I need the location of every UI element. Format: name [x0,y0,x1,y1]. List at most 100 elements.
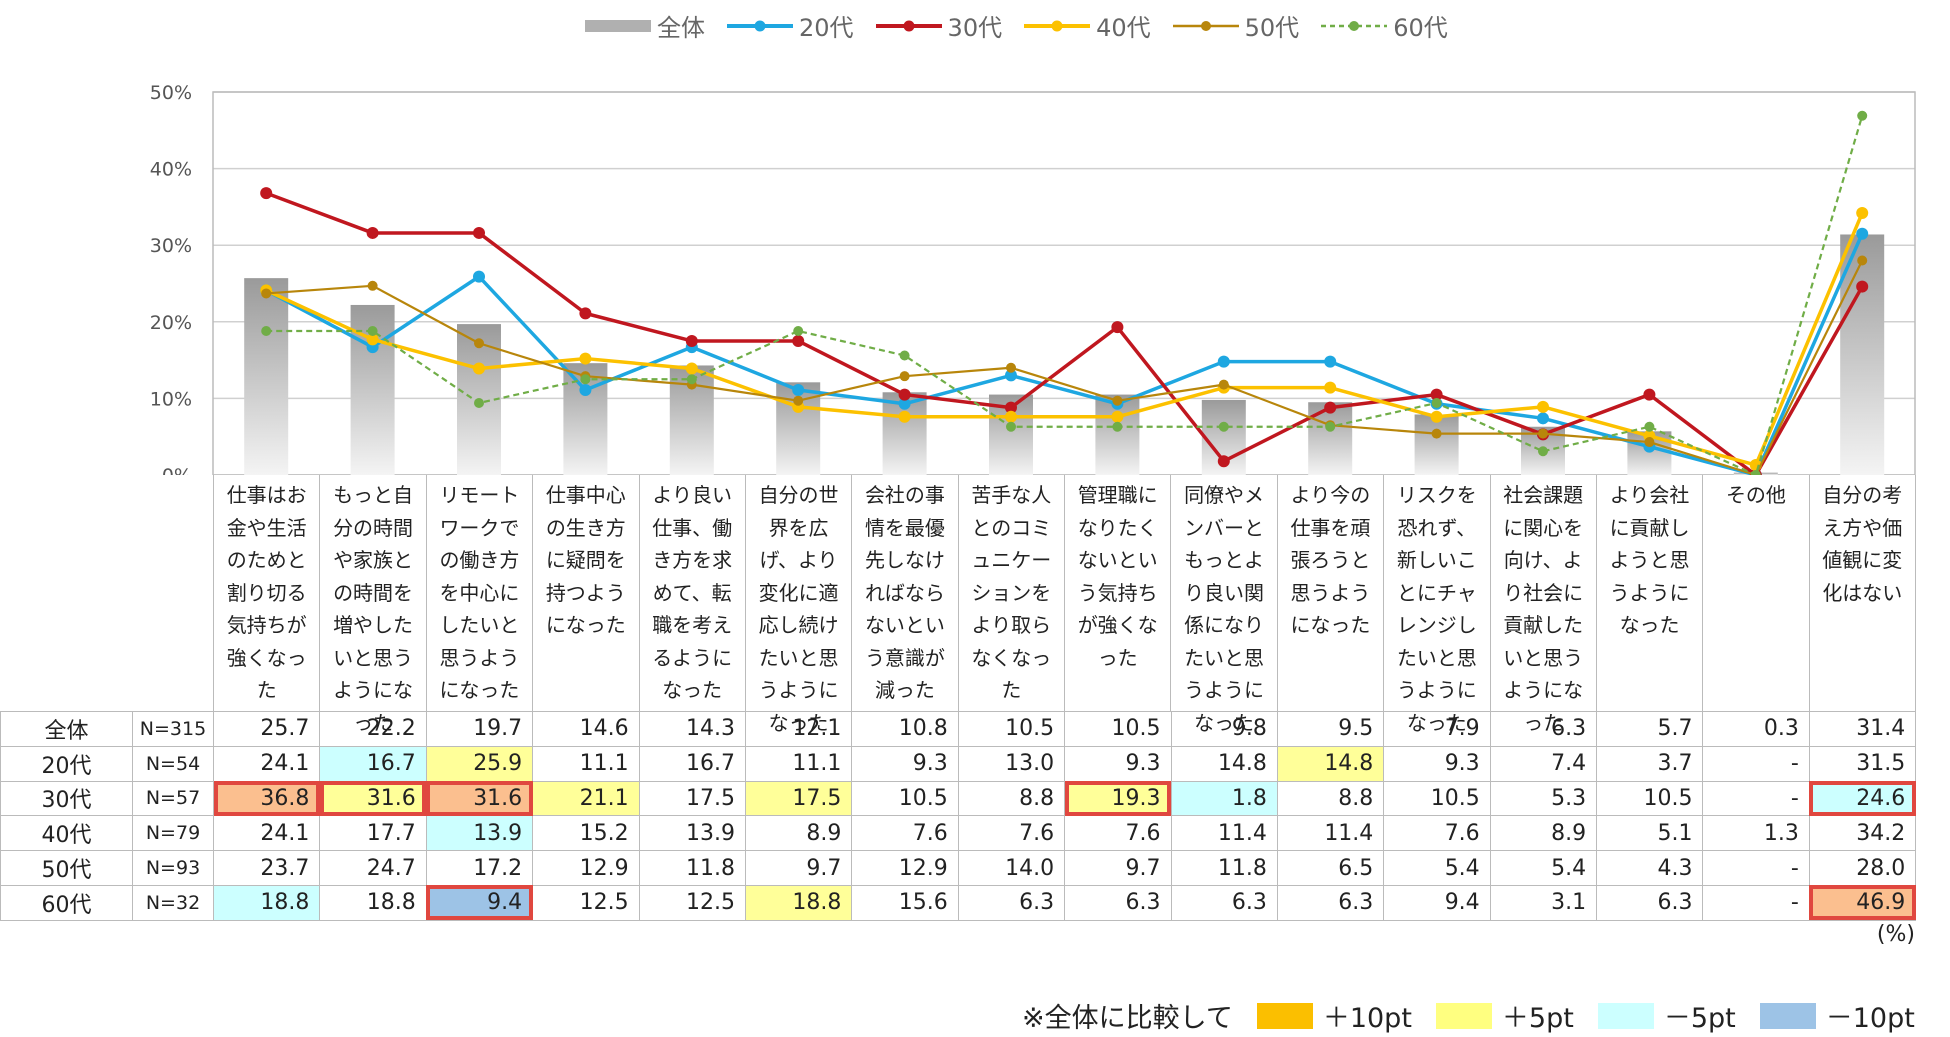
key-plus5: ＋5pt [1501,1003,1574,1034]
legend-label: 50代 [1244,14,1300,42]
legend-label: 30代 [947,14,1003,42]
table-cell: 24.1 [212,815,321,852]
point-40s [473,362,485,375]
y-tick-label: 30% [150,235,192,257]
table-cell: 14.3 [638,711,746,747]
legend-label: 60代 [1393,14,1448,42]
table-cell: 11.8 [638,850,746,886]
row-sample-size: N=32 [132,884,214,921]
bar-overall [1840,234,1885,475]
category-label: 同僚やメンバーともっとより良い関係になりたいと思うようになった [1171,475,1278,735]
table-cell: 0.3 [1702,711,1810,747]
point-60s [1857,110,1868,121]
legend-item-20s: 20代 [727,8,854,43]
point-60s [474,397,484,408]
point-40s [1005,410,1017,423]
point-20s [1537,412,1549,425]
category-label: もっと自分の時間や家族との時間を増やしたいと思うようになった [320,475,427,735]
point-20s [1324,355,1337,368]
point-60s [1006,421,1016,432]
table-cell: 31.5 [1808,745,1917,782]
point-20s [792,383,805,396]
category-labels: 仕事はお金や生活のためと割り切る気持ちが強くなった もっと自分の時間や家族との時間… [213,475,1916,735]
series-30s [260,187,1869,475]
point-20s [579,383,592,396]
table-cell: 10.8 [851,711,959,747]
point-50s [1218,379,1229,390]
table-cell: 9.5 [1276,711,1385,747]
point-20s [898,397,911,410]
point-50s [1006,362,1016,373]
table-cell: 10.5 [1383,780,1491,817]
table-cell: 12.9 [851,850,959,886]
table-cell: 36.8 [212,780,321,817]
table-cell: 8.8 [957,780,1066,817]
category-label: その他 [1703,475,1810,711]
table-cell: 14.6 [532,711,640,747]
point-50s [367,280,378,291]
legend-item-30s: 30代 [875,8,1003,43]
table-cell: 19.3 [1064,780,1172,817]
row-group-label: 40代 [0,815,133,852]
bar-overall [1414,414,1459,475]
table-cell: 18.8 [744,884,853,921]
table-cell: 7.6 [957,815,1066,852]
table-cell: 7.4 [1489,745,1598,782]
point-60s [261,325,272,336]
point-60s [1431,397,1442,408]
category-label: 自分の世界を広げ、より変化に適応し続けたいと思うようになった [746,475,853,735]
row-sample-size: N=315 [132,711,214,747]
y-axis-ticks: 0% 10% 20% 30% 40% 50% [150,82,192,475]
point-60s [367,325,378,336]
point-60s [1538,446,1548,457]
unit-label: (%) [1876,922,1915,947]
series-20s [260,227,1869,475]
legend-item-60s: 60代 [1321,8,1448,43]
point-20s [473,270,485,283]
table-cell: 9.4 [1383,884,1491,921]
category-label: リスクを恐れず、新しいことにチャレンジしたいと思うようになった [1384,475,1491,735]
point-30s [579,307,592,320]
table-cell: 7.9 [1383,711,1491,747]
line-20s [265,233,1864,475]
line-60s [266,115,1864,475]
table-row: 50代 N=93 23.7 24.7 17.2 12.9 11.8 9.7 12.9 14.0 9.… [0,850,1917,886]
table-cell: 6.3 [957,884,1066,921]
point-60s [580,374,591,385]
table-cell: 11.4 [1170,815,1278,852]
table-cell: 12.5 [638,884,746,921]
table-cell: 11.1 [532,745,640,782]
point-40s [1430,410,1443,423]
table-cell: 13.9 [425,815,534,852]
point-20s [1005,369,1017,382]
point-30s [792,334,805,347]
point-50s [474,338,484,349]
highlight-key-prefix: ※全体に比較して [1022,1003,1233,1034]
table-cell: 11.4 [1276,815,1385,852]
table-cell: 14.0 [957,850,1066,886]
point-40s [1856,207,1869,220]
table-cell: 10.5 [851,780,959,817]
highlight-key: ※全体に比較して ＋10pt ＋5pt －5pt －10pt [1022,996,1915,1035]
swatch-plus5 [1435,1002,1492,1029]
legend-label: 40代 [1096,14,1151,42]
table-cell: 9.8 [1170,711,1278,747]
category-label: より良い仕事、働き方を求めて、転職を考えるようになった [640,475,746,711]
point-60s [1644,421,1655,432]
table-cell: 7.6 [1383,815,1491,852]
category-label: より今の仕事を頑張ろうと思うようになった [1278,475,1385,711]
legend-item-50s: 50代 [1172,8,1300,43]
point-40s [1111,410,1124,423]
point-30s [1856,280,1869,293]
table-cell: - [1702,780,1810,817]
table-cell: 1.3 [1702,815,1810,852]
table-cell: 15.2 [532,815,640,852]
point-50s [261,288,272,299]
point-50s [899,371,910,382]
series-60s [261,110,1868,475]
row-sample-size: N=54 [132,745,214,782]
category-label: リモートワークでの働き方を中心にしたいと思うようになった [427,475,534,711]
row-sample-size: N=57 [132,780,214,817]
y-tick-label: 10% [150,388,192,410]
y-tick-label: 20% [150,312,192,334]
